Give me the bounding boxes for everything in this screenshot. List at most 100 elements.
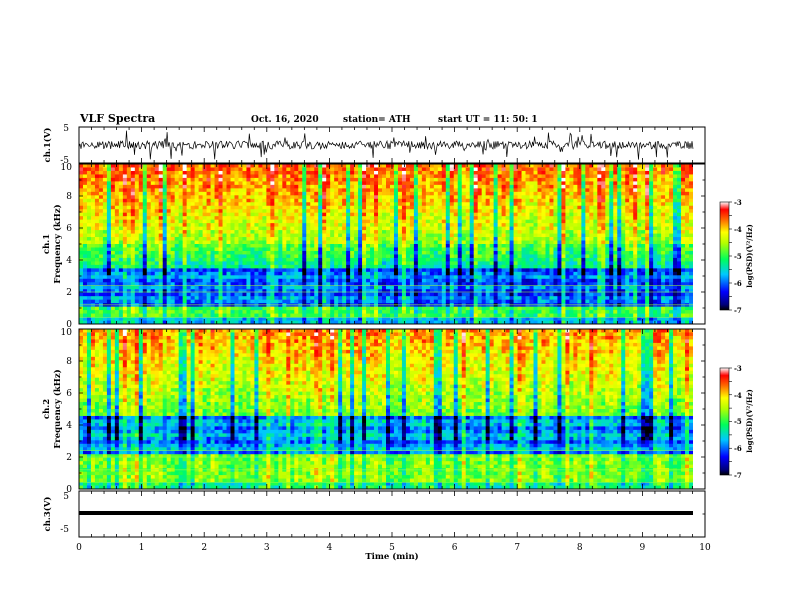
spectrogram-cell <box>354 240 359 245</box>
spectrogram-cell <box>110 233 116 238</box>
spectrogram-cell <box>90 320 96 325</box>
spectrogram-cell <box>210 261 215 266</box>
spectrogram-cell <box>158 254 164 259</box>
spectrogram-cell <box>382 184 387 189</box>
spectrogram-cell <box>79 174 84 179</box>
spectrogram-cell <box>485 264 491 269</box>
spectrogram-cell <box>449 177 455 182</box>
spectrogram-cell <box>334 233 339 238</box>
spectrogram-cell <box>433 254 439 259</box>
spectrogram-cell <box>250 282 255 287</box>
spectrogram-cell <box>178 247 184 252</box>
spectrogram-cell <box>218 261 223 266</box>
spectrogram-cell <box>154 191 160 196</box>
spectrogram-cell <box>246 177 251 182</box>
spectrogram-cell <box>230 226 235 231</box>
spectrogram-cell <box>425 310 431 314</box>
spectrogram-cell <box>122 177 128 182</box>
spectrogram-cell <box>186 170 192 175</box>
spectrogram-cell <box>342 216 347 221</box>
spectrogram-cell <box>481 223 487 228</box>
spectrogram-cell <box>86 306 92 311</box>
spectrogram-cell <box>198 250 203 255</box>
spectrogram-cell <box>441 268 447 273</box>
spectrogram-cell <box>238 195 243 200</box>
spectrogram-cell <box>437 247 443 252</box>
spectrogram-cell <box>386 310 391 314</box>
spectrogram-cell <box>222 188 227 193</box>
spectrogram-cell <box>417 205 423 210</box>
spectrogram-cell <box>322 191 327 196</box>
spectrogram-cell <box>274 167 279 172</box>
spectrogram-cell <box>114 296 120 301</box>
spectrogram-cell <box>405 233 411 238</box>
spectrogram-cell <box>266 320 271 325</box>
spectrogram-cell <box>338 261 343 266</box>
spectrogram-cell <box>318 278 323 283</box>
spectrogram-cell <box>338 167 343 172</box>
spectrogram-cell <box>485 261 491 266</box>
spectrogram-cell <box>198 271 203 276</box>
spectrogram-cell <box>338 268 343 273</box>
spectrogram-cell <box>382 174 387 179</box>
spectrogram-cell <box>330 275 335 280</box>
spectrogram-cell <box>82 310 88 314</box>
spectrogram-cell <box>274 198 279 203</box>
spectrogram-cell <box>405 261 411 266</box>
spectrogram-cell <box>258 296 263 301</box>
spectrogram-cell <box>461 278 467 283</box>
spectrogram-cell <box>222 289 227 294</box>
spectrogram-cell <box>318 177 323 182</box>
spectrogram-cell <box>226 237 231 241</box>
spectrogram-cell <box>386 202 391 207</box>
spectrogram-cell <box>258 177 263 182</box>
spectrogram-cell <box>242 198 247 203</box>
spectrogram-cell <box>338 257 343 262</box>
spectrogram-cell <box>286 202 291 207</box>
spectrogram-cell <box>214 188 219 193</box>
spectrogram-cell <box>214 209 219 214</box>
spectrogram-cell <box>190 195 196 200</box>
spectrogram-cell <box>114 257 120 262</box>
spectrogram-cell <box>306 205 311 210</box>
spectrogram-cell <box>457 177 463 182</box>
spectrogram-cell <box>445 170 451 175</box>
spectrogram-cell <box>230 306 235 311</box>
spectrogram-cell <box>417 285 423 290</box>
spectrogram-cell <box>178 310 184 314</box>
spectrogram-cell <box>154 247 160 252</box>
spectrogram-cell <box>170 212 176 217</box>
spectrogram-cell <box>130 237 136 241</box>
spectrogram-cell <box>118 285 124 290</box>
spectrogram-cell <box>358 230 363 234</box>
spectrogram-cell <box>182 170 188 175</box>
spectrogram-cell <box>362 198 367 203</box>
spectrogram-cell <box>334 313 339 318</box>
spectrogram-cell <box>218 299 223 304</box>
spectrogram-cell <box>374 237 379 241</box>
spectrogram-cell <box>374 230 379 234</box>
spectrogram-cell <box>158 257 164 262</box>
spectrogram-cell <box>326 278 331 283</box>
spectrogram-cell <box>150 296 156 301</box>
spectrogram-cell <box>354 223 359 228</box>
spectrogram-cell <box>118 296 124 301</box>
spectrogram-cell <box>298 233 303 238</box>
spectrogram-cell <box>134 306 140 311</box>
spectrogram-cell <box>322 226 327 231</box>
spectrogram-cell <box>330 313 335 318</box>
spectrogram-cell <box>346 285 351 290</box>
spectrogram-cell <box>342 170 347 175</box>
spectrogram-cell <box>186 177 192 182</box>
spectrogram-cell <box>449 198 455 203</box>
spectrogram-cell <box>429 310 435 314</box>
spectrogram-cell <box>461 205 467 210</box>
spectrogram-cell <box>170 282 176 287</box>
spectrogram-cell <box>106 198 112 203</box>
spectrogram-cell <box>254 250 259 255</box>
spectrogram-cell <box>477 310 483 314</box>
spectrogram-cell <box>330 257 335 262</box>
spectrogram-cell <box>114 254 120 259</box>
spectrogram-cell <box>298 244 303 248</box>
spectrogram-cell <box>389 230 395 234</box>
